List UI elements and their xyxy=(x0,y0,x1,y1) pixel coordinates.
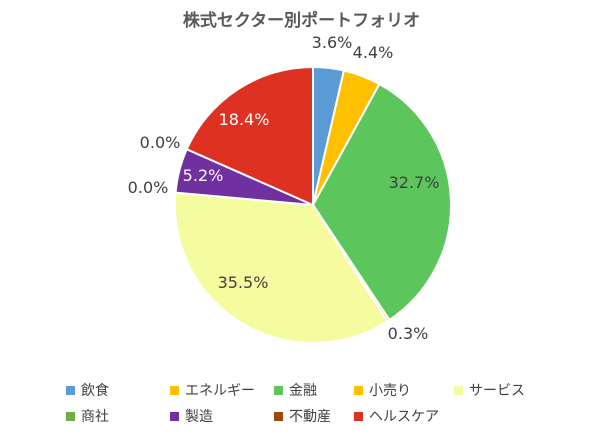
data-label-5: 35.5% xyxy=(218,273,269,292)
legend-item: 不動産 xyxy=(274,406,354,426)
data-label-8: 0.0% xyxy=(128,178,169,197)
legend-label: 小売り xyxy=(369,383,411,399)
legend-swatch xyxy=(454,385,463,395)
slice-5 xyxy=(174,191,389,344)
legend-item: 小売り xyxy=(354,380,454,400)
legend-item: 金融 xyxy=(274,380,354,400)
legend-swatch xyxy=(170,385,179,395)
data-label-6: 0.0% xyxy=(140,133,181,152)
legend-swatch xyxy=(274,385,283,395)
legend-label: 商社 xyxy=(81,409,109,425)
data-label-7: 5.2% xyxy=(183,166,224,185)
data-label-3: 32.7% xyxy=(389,173,440,192)
legend-swatch xyxy=(354,411,363,421)
legend-item: サービス xyxy=(454,380,558,400)
legend-label: ヘルスケア xyxy=(369,409,439,425)
legend-item: 商社 xyxy=(66,406,170,426)
legend-swatch xyxy=(170,411,179,421)
legend-swatch xyxy=(354,385,363,395)
legend: 飲食 エネルギー 金融 小売り サービス商社 製造 不動産 ヘルスケア xyxy=(66,380,586,426)
legend-label: 金融 xyxy=(289,383,317,399)
data-label-2: 4.4% xyxy=(353,43,394,62)
legend-swatch xyxy=(66,385,75,395)
legend-label: サービス xyxy=(469,383,525,399)
slice-3 xyxy=(311,82,452,322)
slice-9 xyxy=(185,65,314,207)
data-label-1: 3.6% xyxy=(312,33,353,52)
legend-swatch xyxy=(274,411,283,421)
legend-swatch xyxy=(66,411,75,421)
data-label-4: 0.3% xyxy=(388,324,429,343)
legend-item: 飲食 xyxy=(66,380,170,400)
legend-label: 不動産 xyxy=(289,409,331,425)
data-label-9: 18.4% xyxy=(219,110,270,129)
legend-item: 製造 xyxy=(170,406,274,426)
legend-item: エネルギー xyxy=(170,380,274,400)
legend-label: エネルギー xyxy=(185,383,255,399)
legend-label: 飲食 xyxy=(81,383,109,399)
legend-label: 製造 xyxy=(185,409,213,425)
legend-item: ヘルスケア xyxy=(354,406,454,426)
chart-title: 株式セクター別ポートフォリオ xyxy=(182,11,421,31)
